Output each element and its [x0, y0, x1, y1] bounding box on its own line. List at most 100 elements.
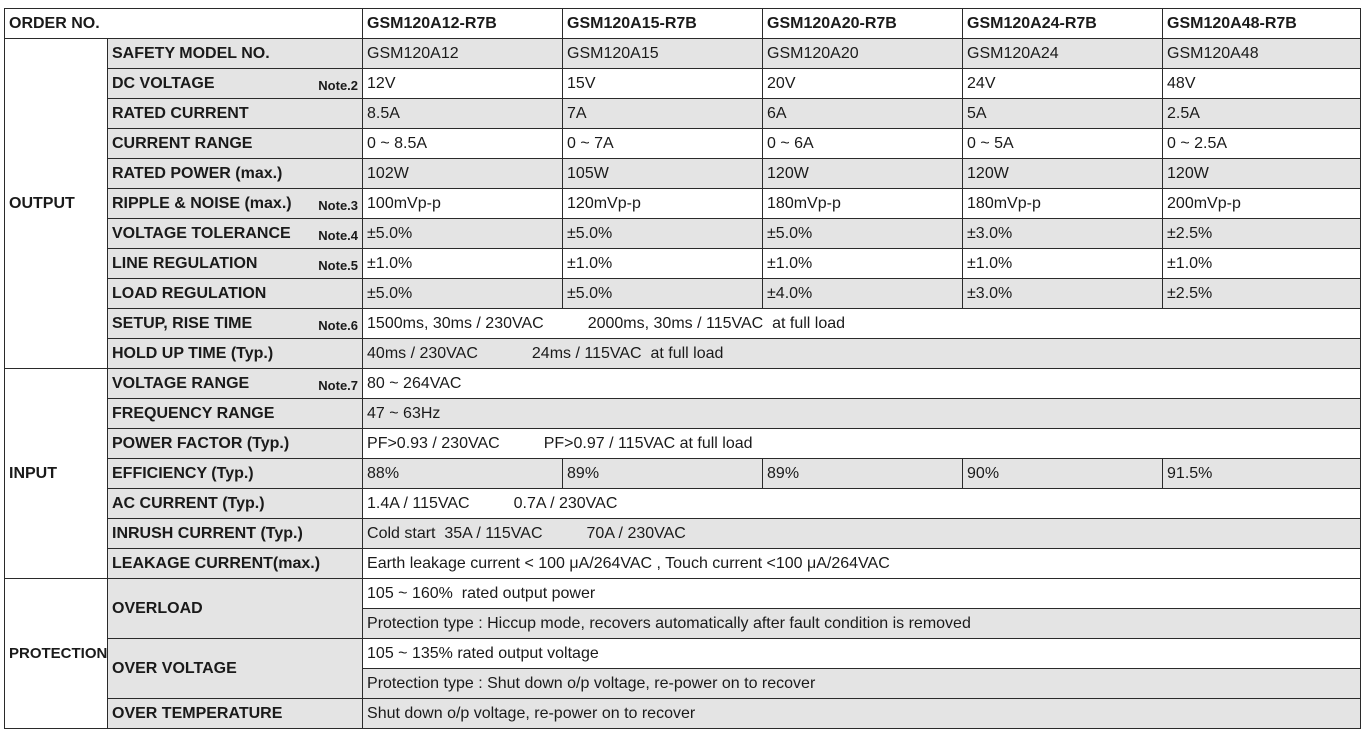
cell: GSM120A12	[362, 38, 564, 69]
cell: 0 ~ 2.5A	[1162, 128, 1362, 159]
header-row: ORDER NO. GSM120A12-R7B GSM120A15-R7B GS…	[3, 8, 1362, 39]
cell: 91.5%	[1162, 458, 1362, 489]
cell: ±1.0%	[562, 248, 764, 279]
row-label: RATED CURRENT	[106, 98, 364, 129]
cell: 105W	[562, 158, 764, 189]
overload-row-1: PROTECTION OVERLOAD 105 ~ 160% rated out…	[4, 578, 1362, 729]
cell: ±5.0%	[362, 278, 564, 309]
over-voltage-row-1: OVER VOLTAGE 105 ~ 135% rated output vol…	[5, 638, 1362, 699]
row-label: HOLD UP TIME (Typ.)	[106, 338, 364, 369]
voltage-range-row: INPUT VOLTAGE RANGE Note.7 80 ~ 264VAC	[4, 368, 1362, 579]
cell: 2.5A	[1162, 98, 1362, 129]
value-part: 2000ms, 30ms / 115VAC at full load	[587, 314, 846, 332]
model-header: GSM120A48-R7B	[1162, 8, 1362, 39]
row-label-text: LINE REGULATION	[112, 254, 258, 272]
cell: 24V	[962, 68, 1164, 99]
row-label: LEAKAGE CURRENT(max.)	[106, 548, 364, 579]
row-label-text: VOLTAGE RANGE	[112, 374, 250, 392]
cell: 47 ~ 63Hz	[362, 398, 1362, 429]
row-label-text: RIPPLE & NOISE (max.)	[112, 194, 292, 212]
voltage-tolerance-row: VOLTAGE TOLERANCE Note.4 ±5.0% ±5.0% ±5.0…	[5, 218, 1362, 249]
row-label-text: DC VOLTAGE	[112, 74, 215, 92]
current-range-row: CURRENT RANGE 0 ~ 8.5A 0 ~ 7A 0 ~ 6A 0 ~…	[5, 128, 1362, 159]
cell: Protection type : Hiccup mode, recovers …	[362, 608, 1362, 639]
cell: 89%	[762, 458, 964, 489]
row-label: DC VOLTAGE Note.2	[106, 68, 364, 99]
value-part: 1500ms, 30ms / 230VAC	[367, 314, 544, 332]
hold-up-row: HOLD UP TIME (Typ.) 40ms / 230VAC 24ms / …	[5, 338, 1362, 369]
model-header: GSM120A15-R7B	[562, 8, 764, 39]
cell: ±5.0%	[362, 218, 564, 249]
cell: ±5.0%	[562, 218, 764, 249]
cell: 200mVp-p	[1162, 188, 1362, 219]
protection-group-label: PROTECTION	[4, 578, 108, 729]
cell: ±1.0%	[1162, 248, 1362, 279]
leakage-current-row: LEAKAGE CURRENT(max.) Earth leakage curr…	[5, 548, 1362, 579]
cell: ±2.5%	[1162, 218, 1362, 249]
row-label-text: VOLTAGE TOLERANCE	[112, 224, 291, 242]
row-label: POWER FACTOR (Typ.)	[106, 428, 364, 459]
row-label: SAFETY MODEL NO.	[106, 38, 364, 69]
note-ref: Note.7	[318, 377, 359, 393]
cell: 12V	[362, 68, 564, 99]
cell: 5A	[962, 98, 1164, 129]
spec-table: ORDER NO. GSM120A12-R7B GSM120A15-R7B GS…	[3, 8, 1362, 729]
row-label: RATED POWER (max.)	[106, 158, 364, 189]
cell: 1500ms, 30ms / 230VAC 2000ms, 30ms / 115V…	[362, 308, 1362, 339]
row-label: LOAD REGULATION	[106, 278, 364, 309]
cell: 105 ~ 135% rated output voltage	[362, 638, 1362, 669]
inrush-current-row: INRUSH CURRENT (Typ.) Cold start 35A / 1…	[5, 518, 1362, 549]
cell: 0 ~ 6A	[762, 128, 964, 159]
cell: 40ms / 230VAC 24ms / 115VAC at full load	[362, 338, 1362, 369]
cell: 90%	[962, 458, 1164, 489]
over-temperature-row: OVER TEMPERATURE Shut down o/p voltage, …	[5, 698, 1362, 729]
cell: 80 ~ 264VAC	[362, 368, 1362, 399]
input-group-label: INPUT	[4, 368, 108, 579]
note-ref: Note.3	[318, 197, 359, 213]
cell: Shut down o/p voltage, re-power on to re…	[362, 698, 1362, 729]
output-group-label: OUTPUT	[4, 38, 108, 369]
value-part: 0.7A / 230VAC	[513, 494, 618, 512]
cell: 180mVp-p	[762, 188, 964, 219]
cell: 120W	[762, 158, 964, 189]
rated-current-row: RATED CURRENT 8.5A 7A 6A 5A 2.5A	[5, 98, 1362, 129]
cell: 6A	[762, 98, 964, 129]
frequency-range-row: FREQUENCY RANGE 47 ~ 63Hz	[5, 398, 1362, 429]
cell: 120W	[1162, 158, 1362, 189]
cell: GSM120A48	[1162, 38, 1362, 69]
cell: 102W	[362, 158, 564, 189]
note-ref: Note.6	[318, 317, 359, 333]
cell: 89%	[562, 458, 764, 489]
efficiency-row: EFFICIENCY (Typ.) 88% 89% 89% 90% 91.5%	[5, 458, 1362, 489]
cell: ±2.5%	[1162, 278, 1362, 309]
cell: 20V	[762, 68, 964, 99]
row-label: OVER VOLTAGE	[106, 638, 364, 699]
cell: 0 ~ 7A	[562, 128, 764, 159]
cell: ±5.0%	[762, 218, 964, 249]
cell: 105 ~ 160% rated output power	[362, 578, 1362, 609]
rated-power-row: RATED POWER (max.) 102W 105W 120W 120W 1…	[5, 158, 1362, 189]
cell: ±4.0%	[762, 278, 964, 309]
note-ref: Note.2	[318, 77, 359, 93]
ripple-noise-row: RIPPLE & NOISE (max.) Note.3 100mVp-p 120…	[5, 188, 1362, 219]
cell: 7A	[562, 98, 764, 129]
row-label: RIPPLE & NOISE (max.) Note.3	[106, 188, 364, 219]
cell: 8.5A	[362, 98, 564, 129]
order-no-header: ORDER NO.	[3, 8, 364, 39]
overload-row-2: Protection type : Hiccup mode, recovers …	[5, 608, 1362, 639]
value-part: 70A / 230VAC	[586, 524, 686, 542]
cell: GSM120A20	[762, 38, 964, 69]
cell: 88%	[362, 458, 564, 489]
note-ref: Note.4	[318, 227, 359, 243]
cell: 180mVp-p	[962, 188, 1164, 219]
cell: 0 ~ 5A	[962, 128, 1164, 159]
line-regulation-row: LINE REGULATION Note.5 ±1.0% ±1.0% ±1.0% …	[5, 248, 1362, 279]
row-label: OVER TEMPERATURE	[106, 698, 364, 729]
cell: GSM120A24	[962, 38, 1164, 69]
value-part: 1.4A / 115VAC	[367, 494, 470, 512]
cell: ±1.0%	[362, 248, 564, 279]
cell: ±3.0%	[962, 218, 1164, 249]
value-part: Cold start 35A / 115VAC	[367, 524, 543, 542]
cell: 15V	[562, 68, 764, 99]
row-label: OVERLOAD	[106, 578, 364, 639]
